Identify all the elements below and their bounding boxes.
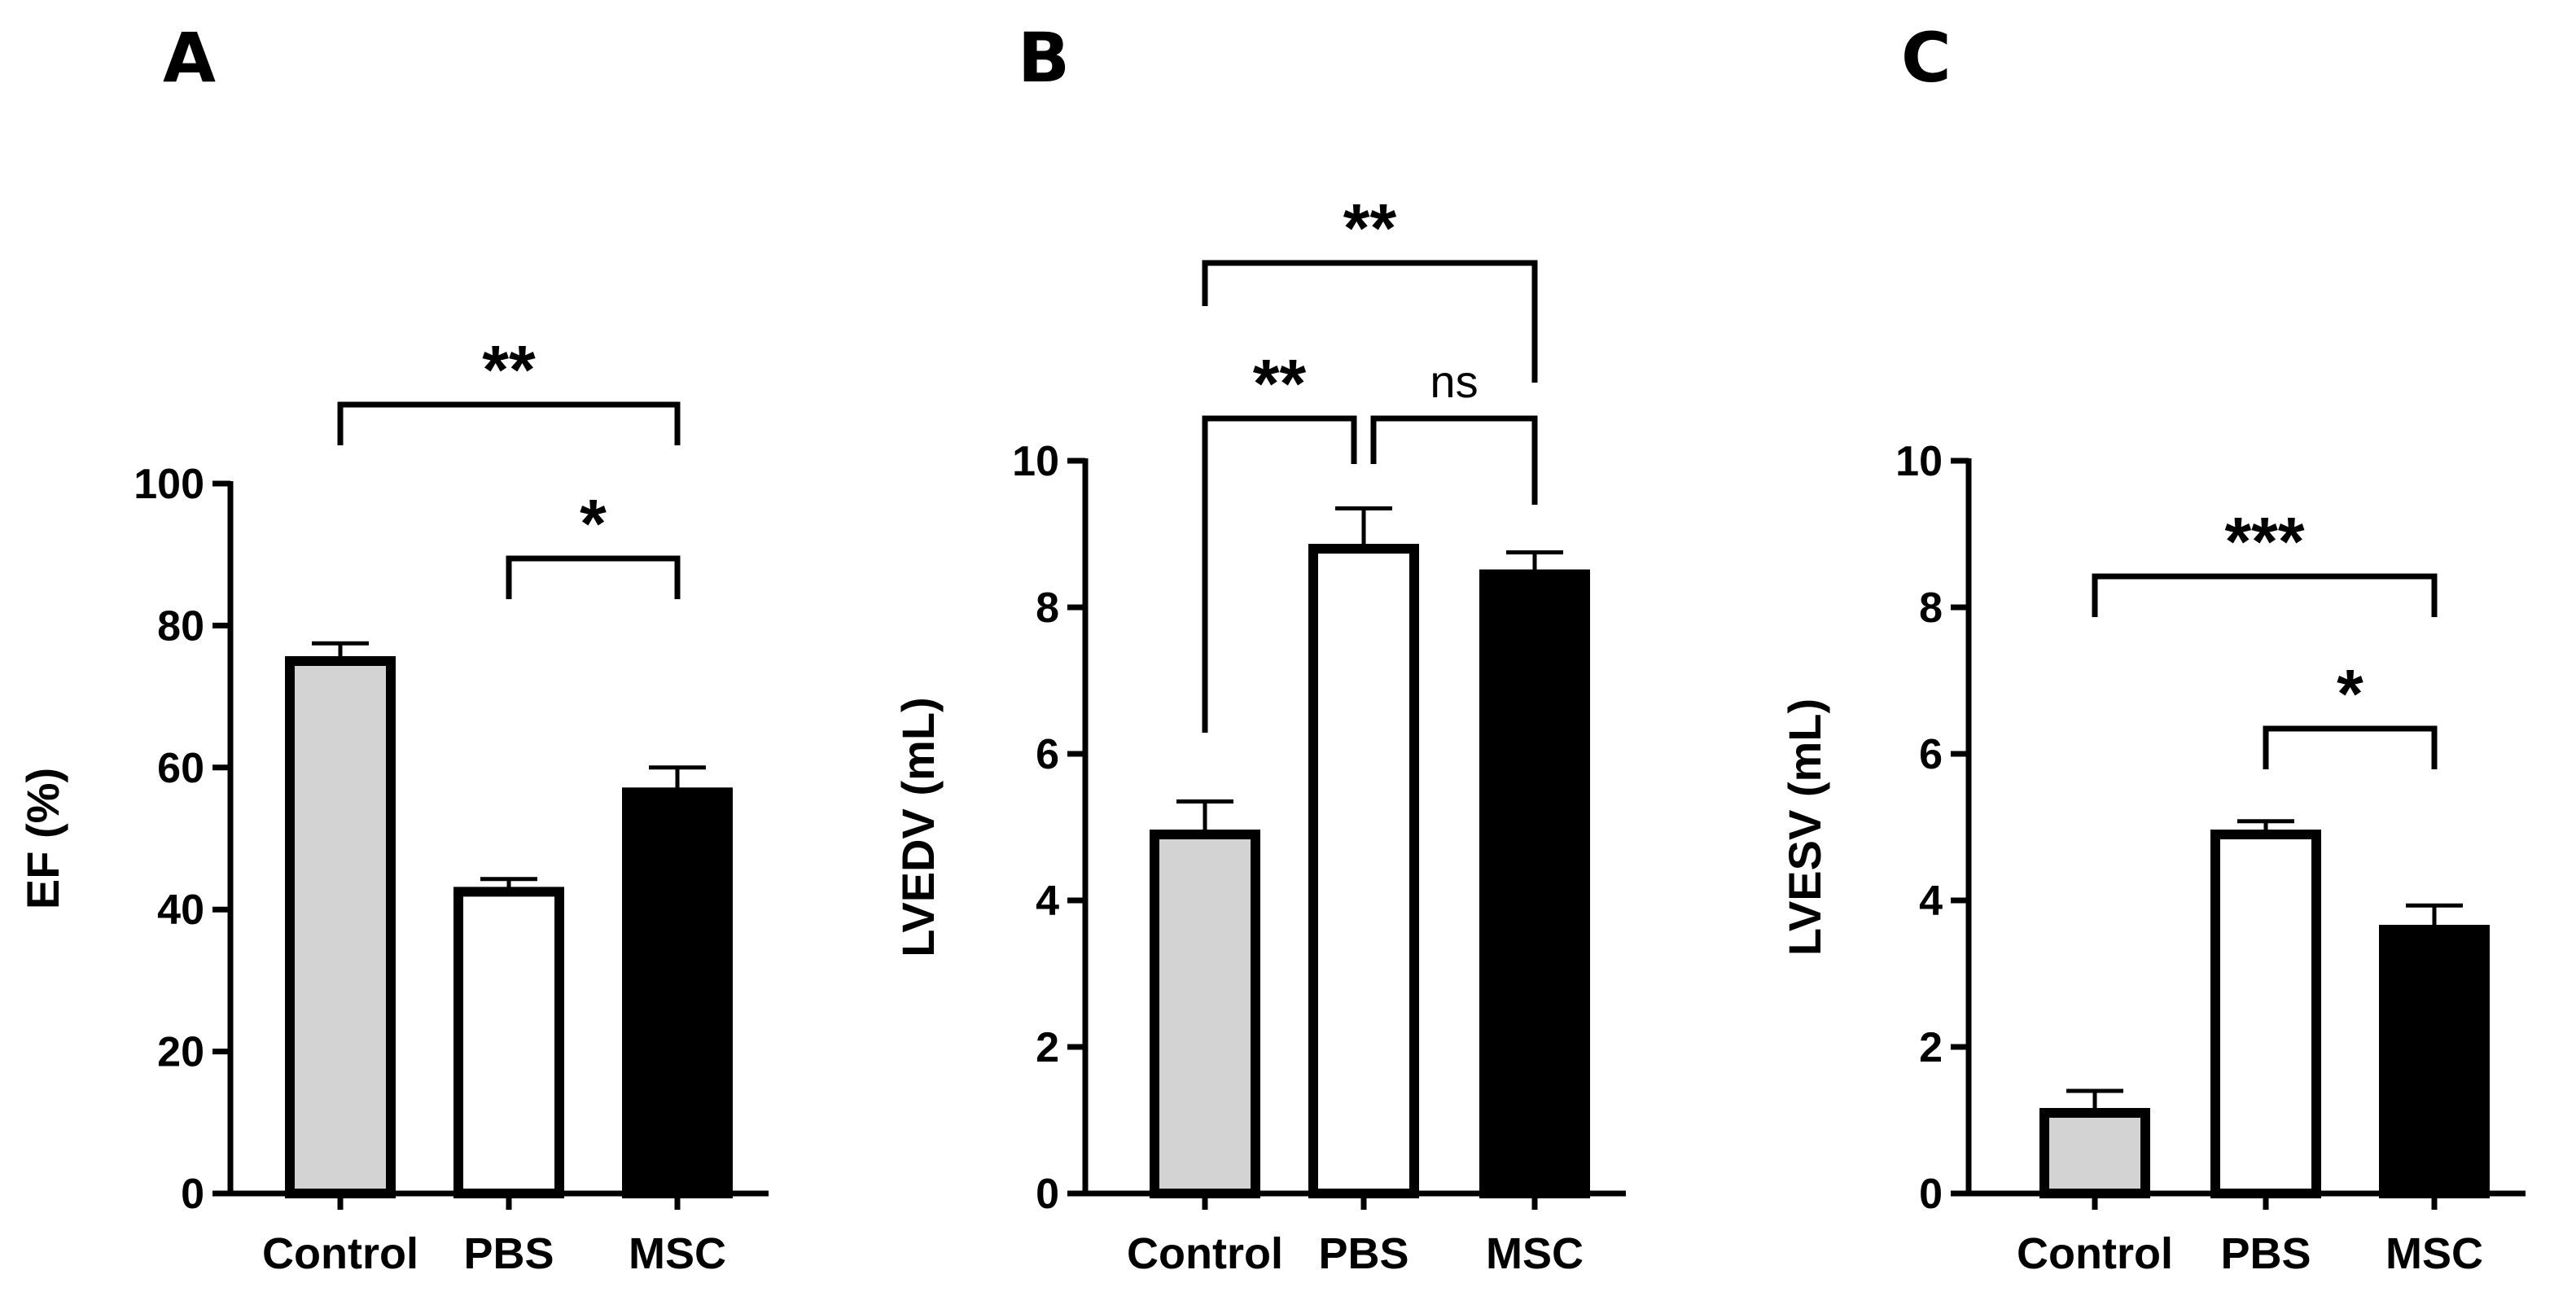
significance-bracket xyxy=(1202,260,1538,383)
panel-letter: C xyxy=(1901,18,1952,98)
bar-pbs xyxy=(2210,830,2321,1198)
significance-bracket xyxy=(506,555,681,599)
panel-b: B 0 2 4 6 8 10 LVEDV (mL) Control PBS MSC ** ns ** xyxy=(892,18,1626,1278)
panel-letter: A xyxy=(163,18,216,98)
significance-bracket xyxy=(1202,415,1357,733)
significance-bracket xyxy=(337,401,681,445)
y-tick-label: 20 xyxy=(157,1029,204,1076)
y-tick-label: 0 xyxy=(1036,1171,1059,1218)
significance-label: * xyxy=(2337,655,2364,732)
x-tick-label: PBS xyxy=(2220,1229,2311,1278)
y-tick-label: 10 xyxy=(1895,438,1943,485)
x-tick-label: Control xyxy=(2017,1229,2173,1278)
y-tick-label: 6 xyxy=(1036,731,1059,778)
bar-control xyxy=(2039,1108,2150,1198)
y-tick-label: 0 xyxy=(1919,1171,1943,1218)
y-tick-label: 40 xyxy=(157,887,204,934)
y-tick-label: 2 xyxy=(1919,1024,1943,1071)
x-tick-label: MSC xyxy=(1486,1229,1584,1278)
bar-control xyxy=(1150,830,1260,1198)
bar-msc xyxy=(2379,925,2490,1198)
significance-label: *** xyxy=(2224,503,2304,580)
y-tick-label: 8 xyxy=(1919,585,1943,632)
x-tick-label: PBS xyxy=(1318,1229,1408,1278)
y-axis-label: LVEDV (mL) xyxy=(892,697,944,957)
x-tick-label: Control xyxy=(1127,1229,1283,1278)
y-tick-label: 10 xyxy=(1012,438,1059,485)
significance-bracket xyxy=(2092,573,2438,617)
significance-label: ** xyxy=(1253,345,1307,422)
y-tick-label: 80 xyxy=(157,602,204,650)
significance-bracket xyxy=(1370,415,1538,505)
panel-letter: B xyxy=(1018,18,1070,98)
bar-pbs xyxy=(1308,544,1419,1198)
significance-label: ** xyxy=(482,331,536,408)
y-tick-label: 0 xyxy=(181,1171,204,1218)
y-tick-label: 4 xyxy=(1036,878,1059,925)
bar-msc xyxy=(1479,569,1590,1198)
y-axis-label: EF (%) xyxy=(17,768,68,909)
x-tick-label: MSC xyxy=(629,1229,726,1278)
y-axis-label: LVESV (mL) xyxy=(1779,698,1830,956)
bar-control xyxy=(285,656,396,1198)
significance-bracket xyxy=(2263,725,2438,769)
y-tick-label: 6 xyxy=(1919,731,1943,778)
significance-label: ns xyxy=(1430,356,1478,407)
significance-label: * xyxy=(580,485,607,562)
x-tick-label: PBS xyxy=(463,1229,554,1278)
bar-pbs xyxy=(453,887,564,1199)
y-tick-label: 2 xyxy=(1036,1024,1059,1071)
y-tick-label: 4 xyxy=(1919,878,1943,925)
x-tick-label: MSC xyxy=(2385,1229,2483,1278)
y-tick-label: 8 xyxy=(1036,585,1059,632)
y-tick-label: 60 xyxy=(157,745,204,792)
y-tick-label: 100 xyxy=(134,461,204,508)
x-tick-label: Control xyxy=(262,1229,418,1278)
significance-label: ** xyxy=(1343,190,1397,266)
bar-msc xyxy=(622,787,733,1198)
